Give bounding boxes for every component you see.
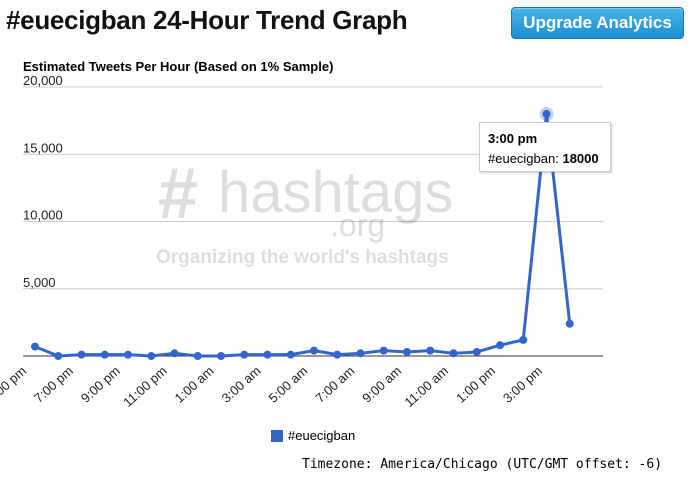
legend[interactable]: #euecigban bbox=[271, 428, 355, 443]
data-point bbox=[147, 352, 156, 360]
data-point bbox=[426, 346, 435, 355]
watermark-tagline: Organizing the world's hashtags bbox=[156, 247, 449, 268]
x-tick-label: 7:00 pm bbox=[31, 363, 76, 406]
data-point bbox=[263, 350, 272, 359]
x-tick-label: 9:00 pm bbox=[78, 363, 123, 406]
data-point bbox=[77, 350, 86, 359]
data-point bbox=[449, 349, 458, 358]
y-tick-label: 20,000 bbox=[23, 73, 63, 88]
legend-swatch bbox=[271, 429, 283, 442]
watermark-brand: hashtags bbox=[218, 160, 453, 225]
page-title: #euecigban 24-Hour Trend Graph bbox=[6, 5, 408, 35]
data-point bbox=[217, 352, 225, 360]
data-tooltip: 3:00 pm #euecigban: 18000 bbox=[479, 122, 611, 172]
data-point bbox=[310, 346, 318, 355]
x-tick-label: 1:00 am bbox=[172, 363, 217, 406]
x-tick-label: 9:00 am bbox=[359, 363, 404, 406]
timezone-label: Timezone: America/Chicago (UTC/GMT offse… bbox=[302, 457, 663, 472]
data-point bbox=[193, 352, 202, 360]
x-tick-label: :00 pm bbox=[0, 363, 29, 401]
x-tick-label: 11:00 pm bbox=[120, 363, 170, 410]
data-point bbox=[54, 352, 63, 360]
y-tick-label: 10,000 bbox=[23, 208, 63, 223]
data-point bbox=[519, 335, 528, 344]
y-axis: 20,000 15,000 10,000 5,000 bbox=[23, 73, 63, 290]
x-tick-label: 5:00 am bbox=[265, 363, 310, 406]
upgrade-analytics-button[interactable]: Upgrade Analytics bbox=[511, 7, 684, 39]
data-point bbox=[565, 319, 574, 328]
data-point bbox=[333, 350, 342, 359]
data-point bbox=[379, 346, 388, 355]
data-point bbox=[472, 347, 481, 356]
x-tick-label: 3:00 am bbox=[219, 363, 264, 406]
data-point bbox=[403, 347, 411, 356]
watermark-hash: # bbox=[158, 154, 198, 234]
x-tick-label: 11:00 am bbox=[401, 363, 451, 410]
legend-label: #euecigban bbox=[288, 428, 356, 443]
data-point bbox=[496, 341, 504, 350]
data-point bbox=[31, 342, 39, 351]
tooltip-title: 3:00 pm bbox=[488, 131, 538, 146]
chart-title: Estimated Tweets Per Hour (Based on 1% S… bbox=[23, 59, 334, 74]
data-point bbox=[124, 350, 132, 359]
hashtags-watermark: # hashtags .org Organizing the world's h… bbox=[156, 154, 453, 268]
x-tick-label: 1:00 pm bbox=[453, 363, 498, 406]
y-tick-label: 5,000 bbox=[23, 275, 56, 290]
tooltip-line: #euecigban: 18000 bbox=[488, 151, 599, 166]
watermark-domain: .org bbox=[330, 207, 385, 243]
data-point bbox=[542, 109, 551, 118]
data-point bbox=[100, 350, 109, 359]
x-tick-label: 3:00 pm bbox=[500, 363, 545, 406]
tooltip-value: 18000 bbox=[562, 151, 599, 166]
series-euecigban bbox=[31, 106, 574, 360]
y-tick-label: 15,000 bbox=[23, 140, 63, 155]
data-point bbox=[356, 349, 365, 358]
data-point bbox=[240, 350, 249, 359]
tooltip-series: #euecigban: bbox=[488, 151, 559, 166]
data-point bbox=[170, 349, 179, 358]
x-tick-label: 7:00 am bbox=[312, 363, 357, 406]
data-point bbox=[286, 350, 295, 359]
